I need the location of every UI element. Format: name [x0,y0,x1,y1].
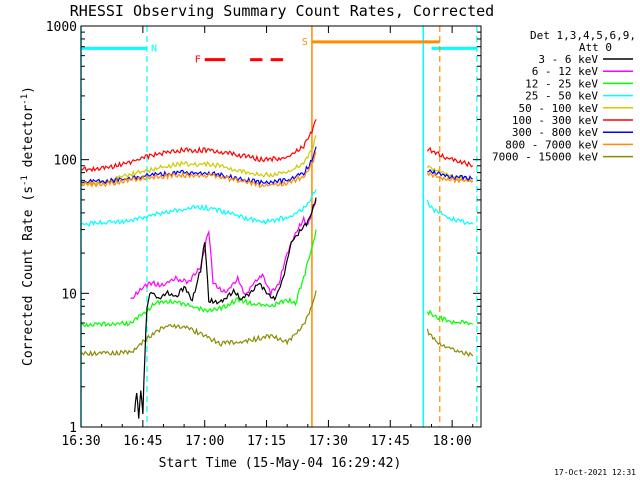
series-line [134,197,317,419]
instrument-state-annotations: N S F [80,26,478,427]
series-line [426,309,473,326]
legend-entry-label: 12 - 25 keV [525,77,598,90]
y-tick-label: 10 [61,287,77,302]
series-line [80,146,317,187]
f-label: F [195,55,201,66]
x-tick-label: 16:30 [61,434,100,449]
y-axis-label-sup2: -1 [20,94,30,105]
y-tick-label: 1 [69,421,77,436]
y-axis-label-mid: detector [21,105,36,176]
n-label: N [151,43,157,54]
series-line [80,229,317,328]
legend-entry-label: 25 - 50 keV [525,90,598,103]
legend-entry-label: 800 - 7000 keV [505,138,598,151]
series-line [426,328,474,358]
y-axis-label-sup1: -1 [20,175,30,186]
chart-title: RHESSI Observing Summary Count Rates, Co… [70,2,494,20]
x-tick-label: 17:15 [247,434,286,449]
legend-entry-label: 6 - 12 keV [532,65,599,78]
series-line [426,165,474,183]
footer-timestamp: 17-Oct-2021 12:31 [554,468,636,477]
series-line [80,189,317,227]
series-line [426,146,474,168]
legend-entry-label: 50 - 100 keV [519,102,599,115]
series-line [80,290,317,357]
series-line [80,151,317,189]
y-axis: 1 10 100 1000 [46,20,481,436]
x-tick-label: 17:45 [371,434,410,449]
legend-entry-label: 7000 - 15000 keV [492,151,598,164]
series-line [81,119,317,173]
series-line [426,171,474,184]
series-line [427,168,473,182]
legend-header-1: Det 1,3,4,5,6,9, [530,29,636,42]
x-tick-label: 18:00 [433,434,472,449]
series-line [130,199,317,300]
x-tick-label: 17:00 [185,434,224,449]
y-tick-label: 100 [54,154,77,169]
x-axis: 16:30 16:45 17:00 17:15 17:30 17:45 18:00 [61,26,474,449]
series-line [80,135,317,187]
series-line [426,199,474,226]
x-axis-label: Start Time (15-May-04 16:29:42) [159,456,402,471]
legend-entry-label: 300 - 800 keV [512,126,598,139]
legend-entry-label: 100 - 300 keV [512,114,598,127]
y-axis-label: Corrected Count Rate (s-1 detector-1) [20,86,36,366]
y-tick-label: 1000 [46,20,77,35]
legend-header-2: Att 0 [579,41,612,54]
y-axis-label-end: ) [21,86,36,94]
legend-entry-label: 3 - 6 keV [538,53,598,66]
s-label: S [302,37,308,48]
plot-frame [80,25,482,428]
x-tick-label: 17:30 [309,434,348,449]
series-lines [80,119,474,419]
y-axis-label-main: Corrected Count Rate (s [21,186,36,366]
x-tick-label: 16:45 [123,434,162,449]
